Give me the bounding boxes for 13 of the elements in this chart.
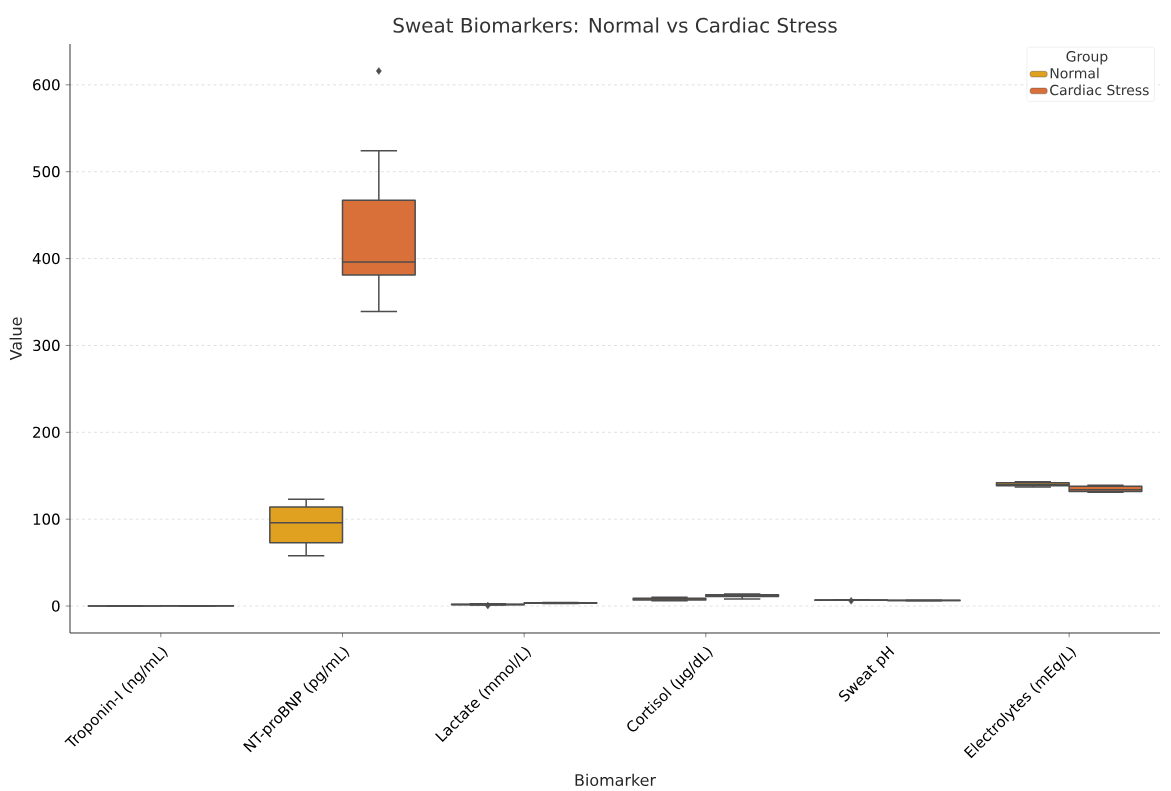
chart-title: Sweat Biomarkers: Normal vs Cardiac Stress bbox=[393, 17, 837, 33]
y-tick-label: 300 bbox=[33, 339, 60, 352]
legend-label: Normal bbox=[1050, 67, 1099, 79]
x-axis-title: Biomarker bbox=[575, 773, 656, 787]
y-tick-label: 600 bbox=[33, 79, 60, 91]
y-axis-title: Value bbox=[9, 317, 22, 361]
y-tick-label: 200 bbox=[33, 426, 60, 438]
y-tick-label: 100 bbox=[33, 513, 60, 525]
legend-title: Group bbox=[1066, 51, 1108, 65]
legend-label: Cardiac Stress bbox=[1050, 84, 1149, 96]
y-tick-label: 500 bbox=[33, 166, 60, 178]
y-tick-label: 400 bbox=[32, 252, 60, 265]
y-tick-label: 0 bbox=[52, 600, 60, 612]
